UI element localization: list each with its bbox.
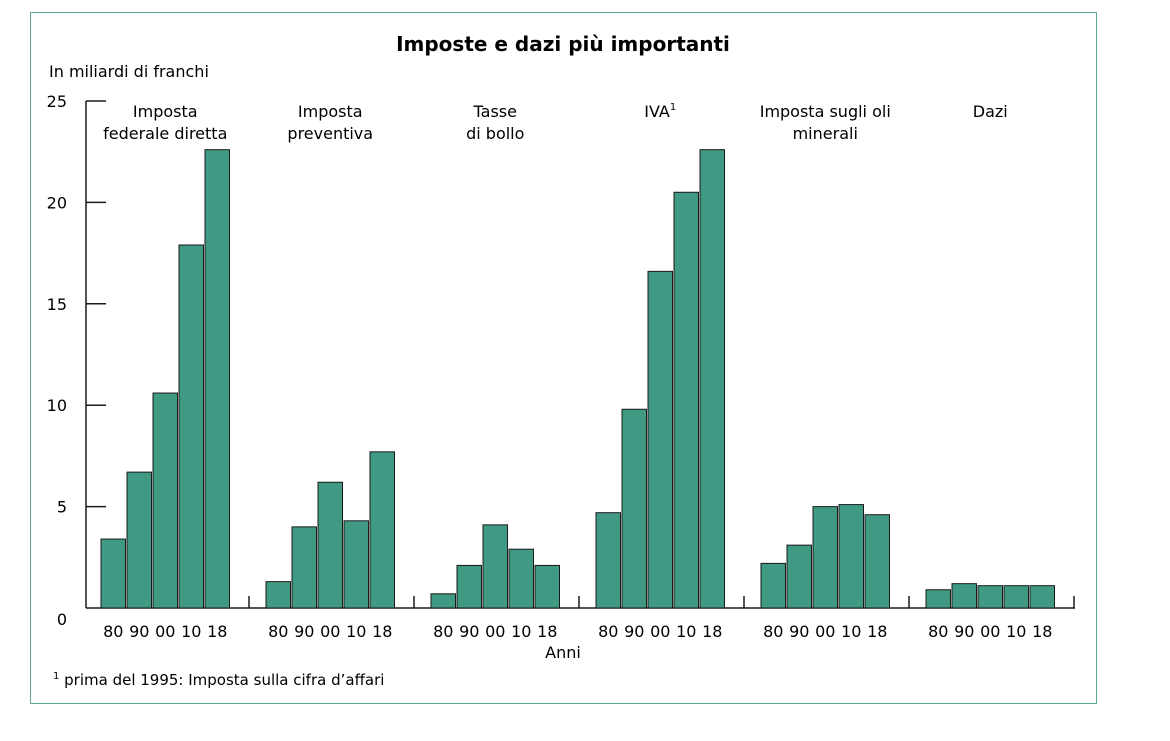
bar <box>699 149 725 609</box>
category-label: 10 <box>181 622 201 641</box>
group-label: Imposta <box>133 102 198 121</box>
group-label: Imposta <box>298 102 363 121</box>
group-label: federale diretta <box>103 124 227 143</box>
bar-chart: Imposte e dazi più importanti In miliard… <box>47 32 1075 689</box>
category-label: 80 <box>103 622 123 641</box>
bar <box>621 408 647 609</box>
category-label: 00 <box>650 622 670 641</box>
category-label: 18 <box>372 622 392 641</box>
bar <box>482 524 508 609</box>
group-label: minerali <box>793 124 858 143</box>
category-label: 90 <box>789 622 809 641</box>
bar <box>838 504 864 609</box>
category-label: 10 <box>841 622 861 641</box>
group-label: Imposta sugli oli <box>760 102 891 121</box>
chart-frame: Imposte e dazi più importanti In miliard… <box>30 12 1097 704</box>
bar <box>951 583 977 609</box>
group-label-superscript: 1 <box>670 102 676 113</box>
category-label: 18 <box>207 622 227 641</box>
footnote-text: prima del 1995: Imposta sulla cifra d’af… <box>59 671 384 689</box>
bar <box>343 520 369 609</box>
category-label: 18 <box>702 622 722 641</box>
category-label: 18 <box>537 622 557 641</box>
bar <box>100 538 126 609</box>
category-label: 80 <box>433 622 453 641</box>
unit-label: In miliardi di franchi <box>49 62 209 81</box>
category-label: 80 <box>268 622 288 641</box>
category-label: 90 <box>129 622 149 641</box>
bar <box>152 392 178 609</box>
bar <box>786 544 812 609</box>
category-label: 10 <box>511 622 531 641</box>
category-label: 00 <box>815 622 835 641</box>
bar <box>812 506 838 609</box>
bar <box>456 564 482 609</box>
bar <box>864 514 890 609</box>
category-label: 18 <box>1032 622 1052 641</box>
bar <box>534 564 560 609</box>
group-label: IVA1 <box>644 102 676 121</box>
group-label: Tasse <box>473 102 517 121</box>
group-label: Dazi <box>973 102 1008 121</box>
category-label: 90 <box>624 622 644 641</box>
bar <box>369 451 395 609</box>
bar <box>647 270 673 609</box>
category-label: 80 <box>763 622 783 641</box>
chart-title: Imposte e dazi più importanti <box>396 32 730 56</box>
bar <box>126 471 152 609</box>
y-tick-label: 15 <box>47 295 67 314</box>
bar <box>760 562 786 609</box>
y-tick-label: 0 <box>57 610 67 629</box>
category-label: 00 <box>155 622 175 641</box>
category-label: 00 <box>320 622 340 641</box>
y-tick-label: 25 <box>47 92 67 111</box>
bar <box>1003 585 1029 609</box>
bar <box>430 593 456 609</box>
category-label: 10 <box>346 622 366 641</box>
category-label: 80 <box>598 622 618 641</box>
bar <box>925 589 951 609</box>
bar <box>317 481 343 609</box>
category-label: 00 <box>980 622 1000 641</box>
category-label: 90 <box>954 622 974 641</box>
bar <box>291 526 317 609</box>
bar <box>265 581 291 609</box>
category-label: 90 <box>294 622 314 641</box>
footnote-mark: 1 <box>53 671 59 682</box>
category-label: 18 <box>867 622 887 641</box>
y-tick-label: 5 <box>57 498 67 517</box>
category-label: 10 <box>676 622 696 641</box>
category-label: 90 <box>459 622 479 641</box>
footnote: 1 prima del 1995: Imposta sulla cifra d’… <box>53 671 384 689</box>
bar <box>508 548 534 609</box>
category-label: 10 <box>1006 622 1026 641</box>
bar <box>1029 585 1055 609</box>
category-label: 80 <box>928 622 948 641</box>
bar <box>977 585 1003 609</box>
axes <box>85 100 1075 609</box>
bar <box>178 244 204 609</box>
group-label: preventiva <box>287 124 373 143</box>
category-label: 00 <box>485 622 505 641</box>
group-label: di bollo <box>466 124 524 143</box>
x-axis-label: Anni <box>545 643 581 662</box>
y-tick-label: 10 <box>47 396 67 415</box>
bar <box>204 149 230 609</box>
labels: 0 5 10 15 20 25 Imposta federale diretta 80 90 00 1… <box>47 92 1053 641</box>
bars <box>100 149 1055 609</box>
bar <box>595 512 621 609</box>
y-tick-label: 20 <box>47 193 67 212</box>
bar <box>673 191 699 609</box>
